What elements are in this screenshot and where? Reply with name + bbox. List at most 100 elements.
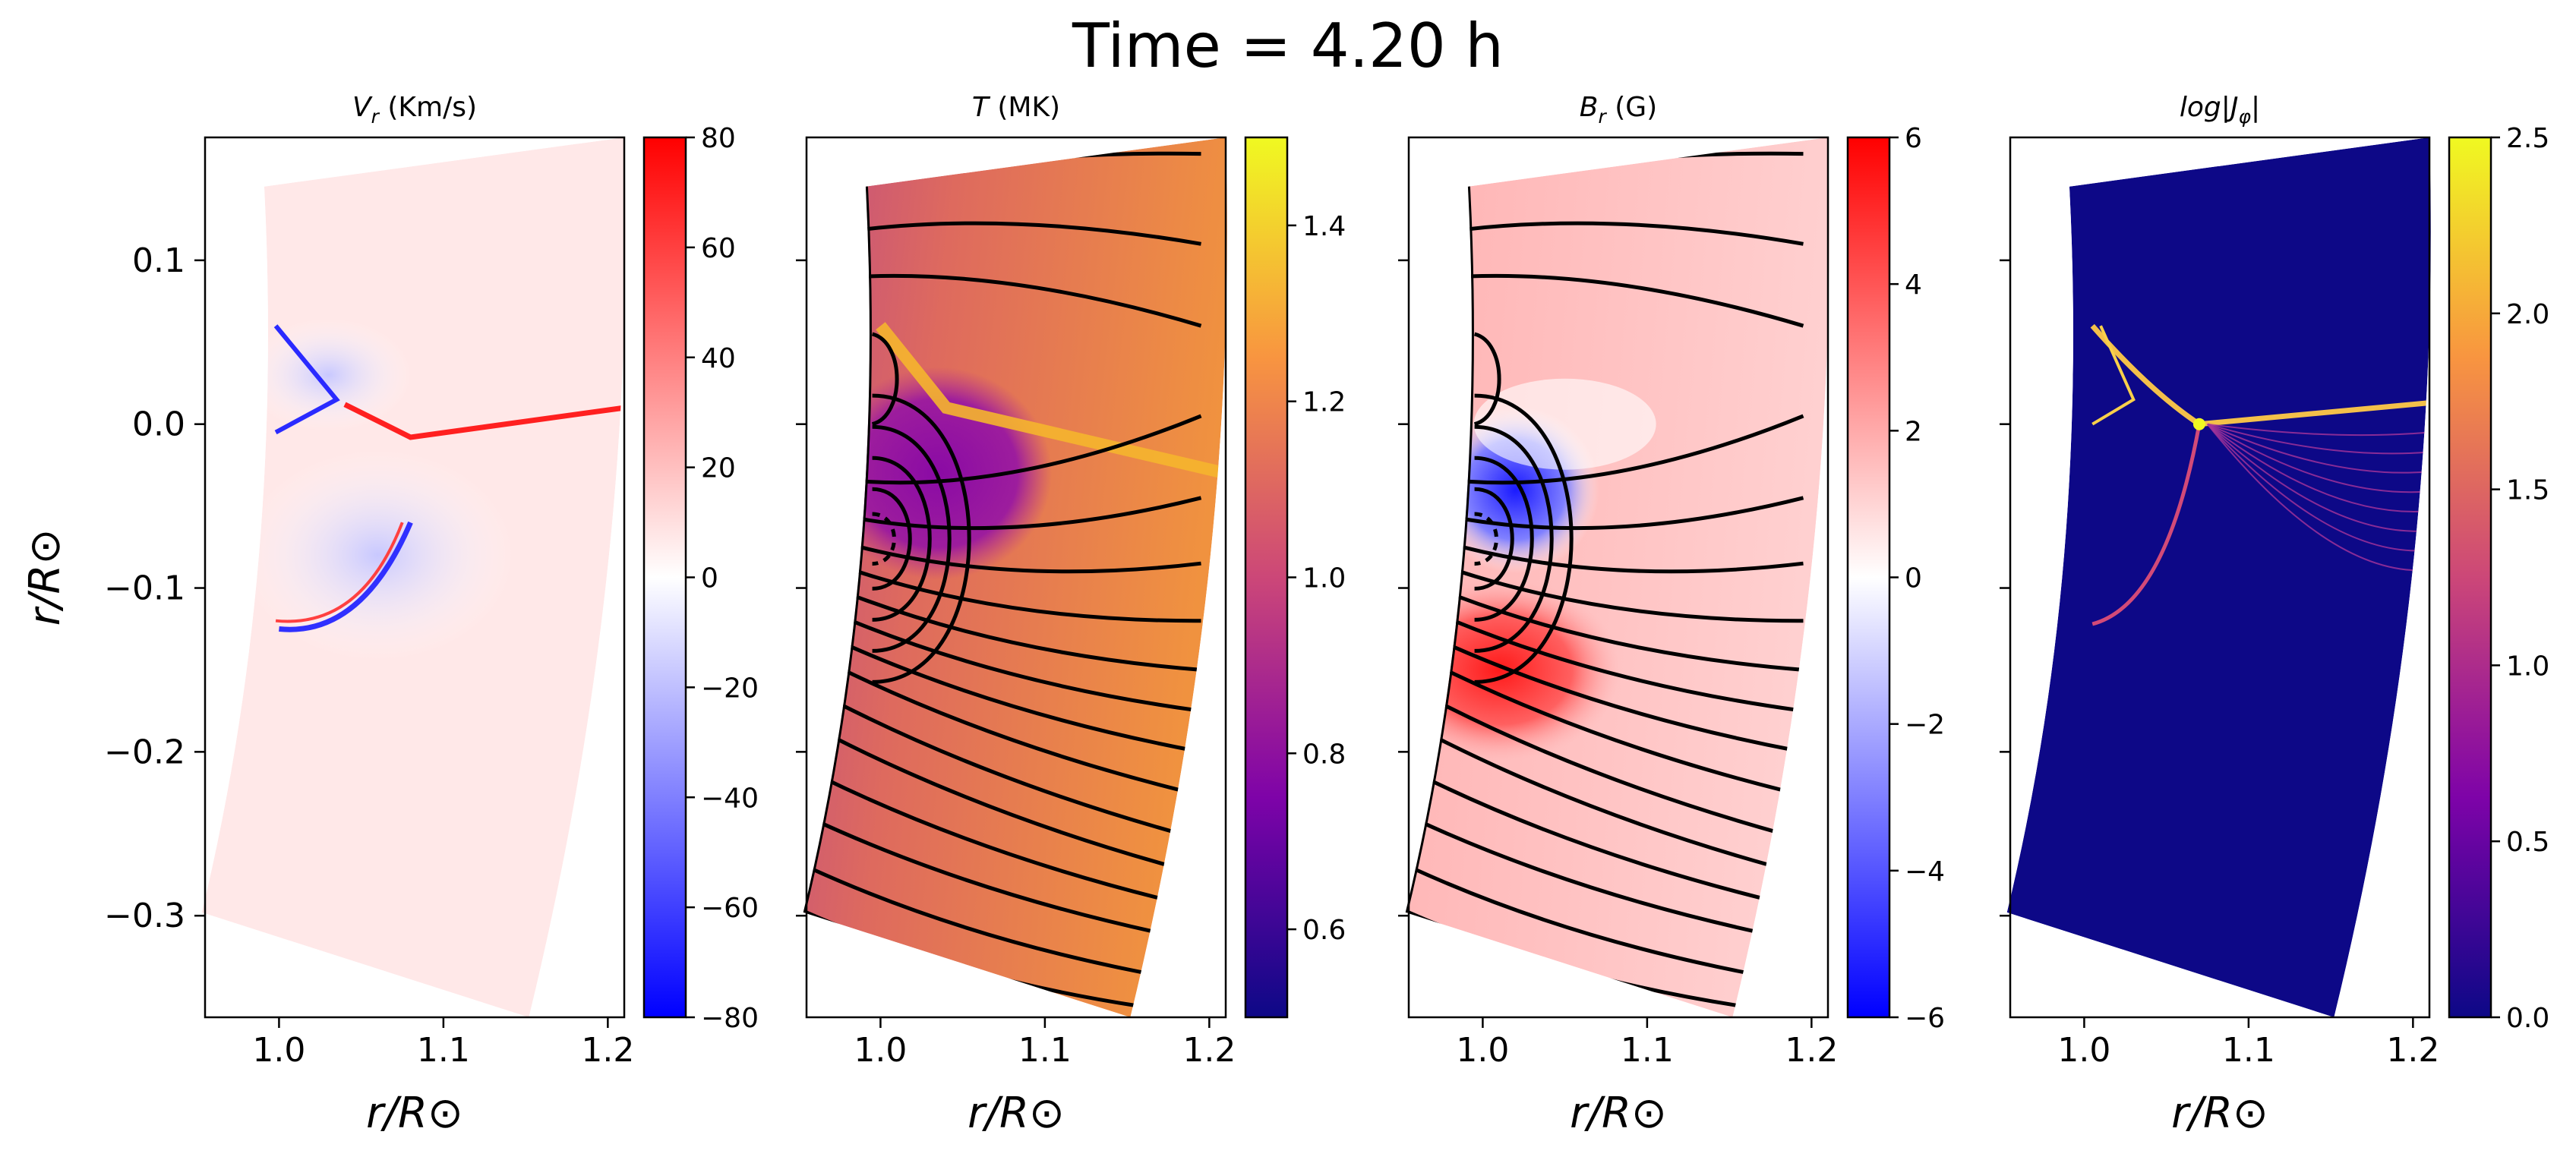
closed-field-loop — [1474, 424, 1554, 653]
x-tick-label: 1.0 — [2057, 1031, 2110, 1070]
x-axis-label: r/R⊙ — [2171, 1089, 2268, 1138]
colorbar-tick-label: 80 — [701, 123, 736, 154]
x-tick-label: 1.1 — [2222, 1031, 2275, 1070]
field-line — [1461, 545, 1804, 574]
blue-front-lower — [279, 521, 413, 632]
blue-shock-front — [273, 324, 340, 435]
closed-field-loop — [872, 393, 971, 684]
colorbar-tick-label: −6 — [1905, 1003, 1945, 1034]
field-line — [1449, 643, 1804, 754]
current-filament — [2207, 423, 2430, 493]
panel-title: T (MK) — [972, 92, 1060, 123]
x-tick-label: 1.2 — [1785, 1031, 1838, 1070]
colorbar-tick-label: 0.6 — [1302, 915, 1346, 946]
colorbar-tick-label: 0 — [701, 563, 718, 594]
field-line — [819, 774, 1165, 902]
current-arc — [2091, 424, 2202, 626]
field-line — [847, 643, 1201, 754]
inflow-region — [245, 317, 412, 432]
field-line — [808, 815, 1157, 935]
closed-field-loop — [872, 424, 952, 653]
field-line — [859, 545, 1201, 574]
axes-frame — [1407, 136, 1829, 1019]
colorbar-tick-label: 0.8 — [1302, 739, 1346, 770]
x-tick-label: 1.1 — [1018, 1031, 1072, 1070]
field-line — [1438, 701, 1784, 836]
colorbar-tick-label: 2 — [1905, 416, 1922, 447]
colorbar-tick-label: 4 — [1905, 270, 1922, 301]
field-line — [1460, 273, 1804, 328]
colorbar-tick-label: 60 — [701, 233, 736, 264]
field-line — [1453, 619, 1804, 713]
heatmap-background — [803, 137, 1227, 1017]
field-line — [864, 414, 1202, 485]
neutral-region — [1473, 378, 1656, 470]
field-line — [842, 668, 1192, 795]
x-point — [2192, 418, 2205, 430]
x-tick-label: 1.0 — [252, 1031, 305, 1070]
y-tick-label: −0.1 — [104, 569, 185, 608]
hot-current-sheet — [876, 322, 1227, 480]
panel-title: Br (G) — [1580, 92, 1657, 128]
x-axis-label: r/R⊙ — [1570, 1089, 1667, 1138]
x-axis-label: r/R⊙ — [968, 1089, 1065, 1138]
colorbar-tick-label: −80 — [701, 1003, 759, 1034]
red-outflow-jet — [343, 402, 625, 440]
colorbar — [1244, 136, 1289, 1019]
field-line — [1431, 733, 1776, 868]
field-line — [829, 733, 1173, 868]
colorbar-tick-label: 40 — [701, 343, 736, 374]
field-line — [1459, 569, 1804, 623]
field-line — [1454, 221, 1804, 246]
current-filament — [2207, 423, 2430, 474]
y-tick-label: 0.1 — [132, 241, 185, 280]
x-axis-label: r/R⊙ — [366, 1089, 463, 1138]
closed-field-loop — [872, 455, 932, 622]
current-filament — [2207, 423, 2430, 455]
colorbar — [642, 136, 687, 1019]
current-filament — [2207, 423, 2430, 437]
heatmap — [2006, 137, 2431, 1017]
cusp-field-loop — [1473, 332, 1501, 427]
red-front-lower — [275, 522, 404, 623]
current-filament — [2207, 424, 2430, 552]
cusp-current — [2091, 325, 2136, 426]
panel-title: log|Jφ| — [2180, 92, 2260, 128]
colorbar-tick-label: 0.0 — [2506, 1003, 2549, 1034]
colorbar-tick-label: −2 — [1905, 710, 1945, 741]
cusp-field-loop — [871, 332, 899, 427]
current-filament — [2206, 424, 2430, 572]
colorbar-tick-label: 1.0 — [1302, 563, 1346, 594]
colorbar — [1846, 136, 1891, 1019]
field-line — [851, 221, 1201, 246]
colorbar-tick-label: −20 — [701, 673, 759, 704]
x-tick-label: 1.2 — [1182, 1031, 1236, 1070]
closed-field-loop — [1474, 393, 1574, 684]
strong-positive-field — [1405, 578, 1621, 761]
panel-3: Br (G) 1.0 1.1 1.2 r/R⊙ 6 4 2 0 −2 −4 −6 — [1398, 92, 1945, 1138]
x-tick-label: 1.2 — [581, 1031, 634, 1070]
colorbar-tick-label: 2.5 — [2506, 123, 2549, 154]
colorbar-tick-label: 1.4 — [1302, 211, 1346, 242]
field-line — [862, 496, 1202, 531]
colorbar-tick-label: −60 — [701, 893, 759, 924]
figure-title: Time = 4.20 h — [1072, 11, 1504, 81]
closed-field-loop — [872, 487, 912, 591]
heatmap-background — [1405, 137, 1829, 1017]
panel-1: Vr (Km/s) 1.0 1.1 1.2 r/R⊙ 0.1 0.0 −0.1 −0.2 −0.3… — [21, 92, 759, 1138]
colorbar-tick-label: 1.5 — [2506, 475, 2549, 506]
heatmap — [1405, 137, 1829, 1017]
current-filament — [2207, 423, 2430, 532]
colorbar-tick-label: 1.2 — [1302, 387, 1346, 418]
heatmap — [803, 137, 1227, 1017]
x-tick-label: 1.0 — [854, 1031, 907, 1070]
x-tick-label: 1.2 — [2386, 1031, 2439, 1070]
current-filament — [2207, 423, 2430, 512]
field-line — [1410, 815, 1759, 935]
colorbar-tick-label: −40 — [701, 783, 759, 814]
colorbar-tick-label: 20 — [701, 453, 736, 484]
field-line — [1464, 496, 1804, 531]
axes-frame — [204, 136, 626, 1019]
colorbar-tick-label: 0 — [1905, 563, 1922, 594]
